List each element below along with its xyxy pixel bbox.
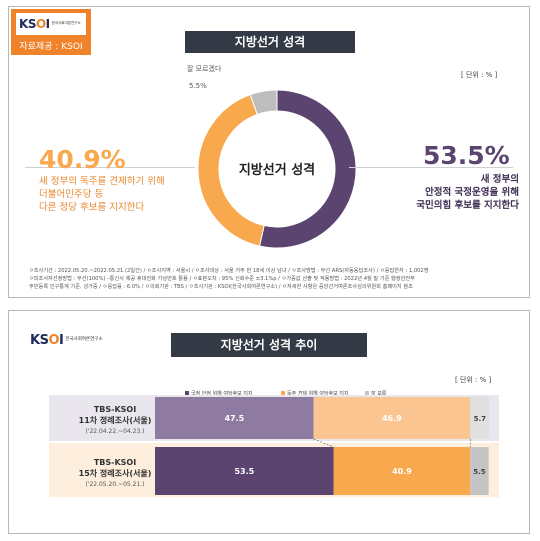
- legend-swatch: [365, 391, 369, 395]
- note-line: ㅇ조사기간 : 2022.05.20.~2022.05.21.(2일간) / ㅇ…: [29, 268, 429, 274]
- stable-line: 새 정부의: [480, 174, 519, 185]
- trend-connector-line: [313, 438, 334, 448]
- stable-description: 새 정부의 안정적 국정운영을 위해 국민의힘 후보를 지지한다: [369, 173, 519, 212]
- logo-subtext: 한국사회여론연구소: [51, 21, 81, 26]
- logo-brand: KSOI: [19, 17, 50, 31]
- category-period: ('22.05.20.~05.21.): [85, 481, 144, 488]
- dk-label: 잘 모르겠다: [187, 65, 222, 73]
- bar-segment: [333, 447, 471, 495]
- legend-label: 잘 모름: [371, 390, 387, 397]
- right-leader-line: [349, 167, 513, 168]
- unit-label: [ 단위 : % ]: [461, 71, 498, 79]
- check-line: 새 정부의 독주를 견제하기 위해: [39, 176, 165, 187]
- note-line: 주민등록 인구통계 기준, 성가중 / ㅇ응답률 : 6.0% / ㅇ의뢰기관 …: [29, 284, 413, 290]
- bar-segment: [470, 447, 489, 495]
- chart-title: 지방선거 성격: [185, 31, 355, 53]
- survey-notes: ㅇ조사기간 : 2022.05.20.~2022.05.21.(2일간) / ㅇ…: [29, 267, 519, 291]
- donut-chart: 지방선거 성격: [197, 89, 357, 249]
- donut-hole: [220, 112, 334, 226]
- slice-stable: [258, 89, 357, 249]
- stable-line: 국민의힘 후보를 지지한다: [416, 200, 519, 211]
- category-label: TBS-KSOI: [94, 458, 136, 467]
- check-description: 새 정부의 독주를 견제하기 위해 더불어민주당 등 다른 정당 후보를 지지한…: [39, 175, 165, 214]
- bar-value-label: 47.5: [224, 414, 244, 423]
- logo-brand-2: KSOI: [30, 333, 64, 348]
- trend-unit-label: [ 단위 : % ]: [455, 376, 492, 384]
- bar-segment: [470, 397, 490, 439]
- ksoi-logo: KSOI 한국사회여론연구소: [16, 13, 86, 35]
- source-caption: 자료제공 : KSOI: [19, 42, 83, 52]
- logo-subtext-2: 한국사회여론연구소: [65, 337, 103, 343]
- bar-segment: [313, 397, 471, 439]
- note-line: ㅇ피조사자선정방법 : 무선(100%) –통신사 제공 휴대전화 가상번호 활…: [29, 276, 415, 282]
- bar-value-label: 5.5: [473, 468, 486, 476]
- bar-value-label: 40.9: [392, 467, 412, 476]
- ksoi-logo-2: KSOI 한국사회여론연구소: [27, 333, 103, 348]
- check-percent: 40.9%: [39, 145, 126, 174]
- bar-segment: [155, 447, 334, 495]
- bar-segment: [155, 397, 314, 439]
- stable-percent: 53.5%: [423, 141, 510, 170]
- stacked-bar-chart: 국정 안정 위해 여당후보 지지 독주 견제 위해 야당후보 지지 잘 모름 TBS-…: [49, 390, 499, 497]
- donut-center-label: 지방선거 성격: [239, 162, 315, 178]
- category-label: 15차 정례조사(서울): [79, 468, 152, 478]
- dk-percent: 5.5%: [189, 82, 207, 90]
- ksoi-logo-box: KSOI 한국사회여론연구소 자료제공 : KSOI: [11, 9, 91, 55]
- bar-value-label: 46.9: [382, 414, 402, 423]
- category-label: TBS-KSOI: [94, 405, 136, 414]
- category-period: ('22.04.22.~04.23.): [85, 428, 144, 435]
- check-line: 더불어민주당 등: [39, 189, 104, 200]
- trend-title: 지방선거 성격 추이: [171, 333, 367, 357]
- bar-value-label: 53.5: [234, 467, 254, 476]
- pie-chart-panel: KSOI 한국사회여론연구소 자료제공 : KSOI 지방선거 성격 [ 단위 …: [8, 6, 530, 298]
- bar-value-label: 5.7: [474, 415, 487, 423]
- legend-swatch: [281, 391, 285, 395]
- left-leader-line: [25, 167, 195, 168]
- legend-label: 독주 견제 위해 야당후보 지지: [287, 390, 349, 397]
- legend-swatch: [185, 391, 189, 395]
- stable-line: 안정적 국정운영을 위해: [424, 187, 519, 198]
- slice-dont-know: [249, 89, 278, 116]
- legend-label: 국정 안정 위해 여당후보 지지: [191, 390, 253, 397]
- category-label: 11차 정례조사(서울): [79, 415, 152, 425]
- trend-chart-panel: KSOI 한국사회여론연구소 지방선거 성격 추이 [ 단위 : % ] 국정 …: [8, 310, 530, 534]
- check-line: 다른 정당 후보를 지지한다: [39, 202, 145, 213]
